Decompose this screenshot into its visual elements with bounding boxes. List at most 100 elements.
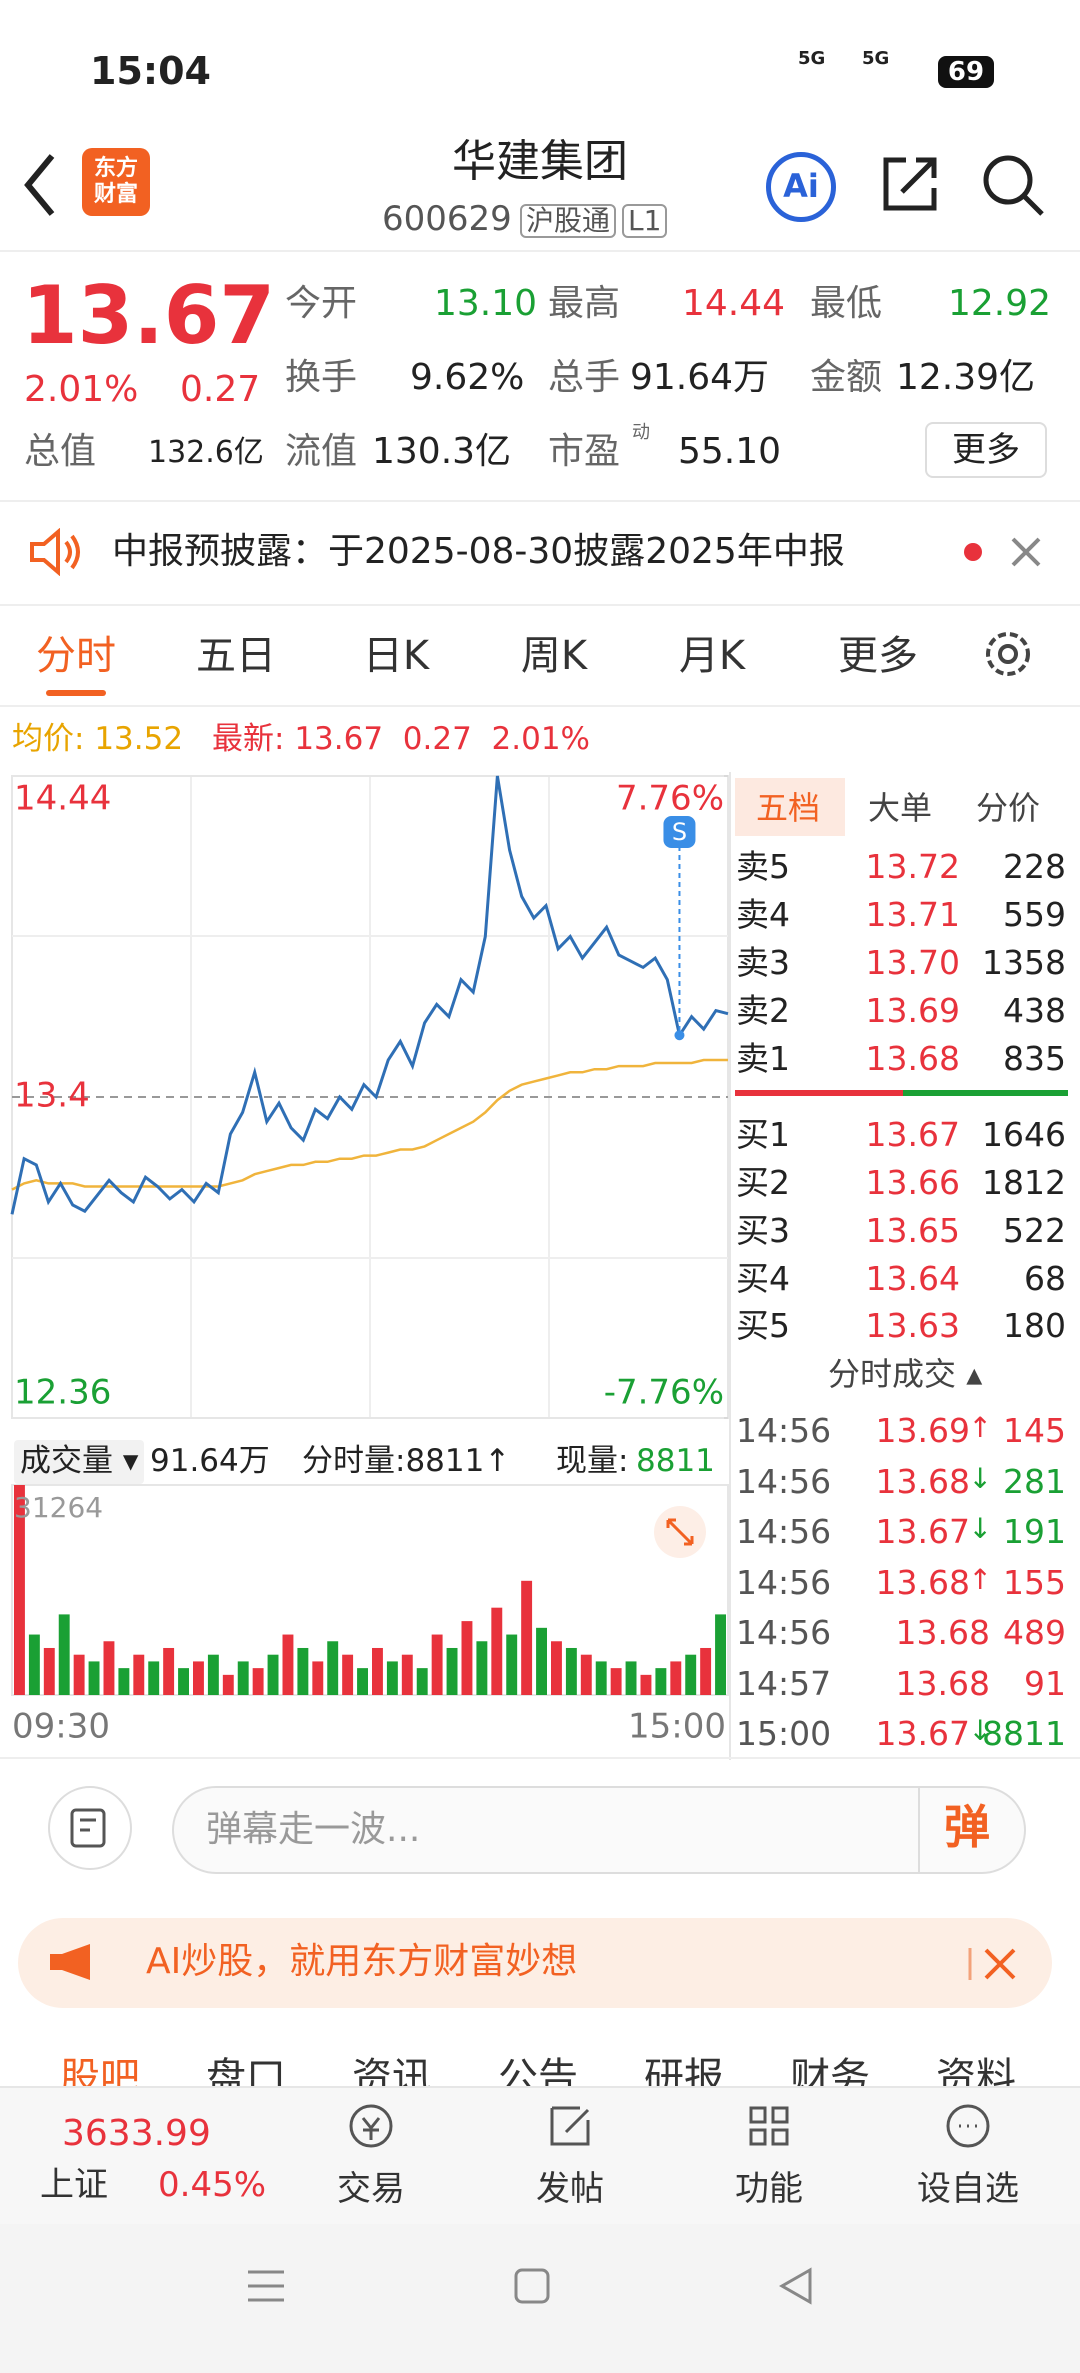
trade-direction: ↓ [968,1714,992,1747]
nav-label[interactable]: 设自选 [917,2169,1019,2209]
volume-bar [327,1641,339,1695]
trade-time: 14:56 [736,1512,832,1551]
book-label: 买3 [736,1211,790,1250]
more-button[interactable]: 更多 [925,422,1047,478]
field-value: 9.62% [410,357,525,398]
back-key[interactable] [776,2266,816,2306]
index-value[interactable]: 3633.99 [62,2113,211,2154]
volume-bar [222,1674,234,1695]
book-tab[interactable]: 五档 [755,789,820,827]
value: 13.67 [294,721,384,757]
section-tab[interactable]: 研报 [644,2055,724,2086]
volume-bar [595,1661,607,1695]
home-key[interactable] [512,2266,552,2306]
logo-text: 财富 [93,182,138,207]
volume-selector[interactable] [14,1440,144,1484]
volume-bar [565,1647,577,1695]
field-label: 最低 [810,283,883,324]
trade-volume: 281 [1003,1461,1066,1501]
close-banner[interactable] [968,1946,1018,1982]
value: 0.27 [402,721,472,757]
tab[interactable]: 五日 [196,633,276,679]
book-price: 13.64 [865,1259,960,1298]
volume-bar [252,1668,264,1695]
book-tab[interactable]: 分价 [975,789,1040,827]
ai-banner[interactable] [18,1918,1052,2008]
volume-bar [506,1634,518,1695]
tab[interactable]: 日K [362,633,430,679]
index-pct[interactable]: 0.45% [158,2165,267,2205]
section-tab[interactable]: 盘口 [206,2055,286,2086]
volume-bar [700,1647,712,1695]
field-label: 换手 [285,357,358,398]
tab[interactable]: 周K [520,633,588,679]
market-tag: 沪股通 [520,204,617,238]
nav-icon[interactable] [938,2096,998,2156]
book-volume: 438 [1003,991,1066,1030]
settings-button[interactable] [980,626,1036,682]
field-value: 55.10 [678,431,782,472]
volume-bar [446,1647,458,1695]
share-button[interactable] [878,152,942,216]
section-tab[interactable]: 股吧 [60,2055,140,2086]
book-volume: 180 [1003,1306,1066,1345]
trade-price: 13.67 [875,1714,970,1753]
book-tab[interactable]: 大单 [867,789,932,827]
divider [0,250,1080,252]
tab[interactable]: 更多 [838,633,918,679]
banner-text[interactable]: AI炒股，就用东方财富妙想 [146,1941,578,1982]
change: 0.27 [180,369,261,410]
comment-placeholder[interactable]: 弹幕走一波... [206,1809,421,1850]
back-button[interactable] [20,150,60,220]
book-price: 13.69 [865,991,960,1030]
volume-bar [536,1627,547,1695]
trade-time: 14:56 [736,1411,832,1450]
nav-label[interactable]: 交易 [337,2169,405,2209]
series-line [10,775,729,1215]
nav-icon[interactable] [540,2096,600,2156]
index-name[interactable]: 上证 [40,2165,108,2205]
trades-title[interactable]: 分时成交 ▴ [828,1355,983,1393]
divider [0,604,1080,606]
comment-settings[interactable] [48,1786,132,1870]
tab[interactable]: 月K [678,633,746,679]
volume-bar [416,1668,428,1695]
search-button[interactable] [980,152,1046,218]
trade-time: 14:57 [736,1663,832,1703]
volume-bar [178,1668,189,1695]
nav-label[interactable]: 功能 [735,2169,803,2209]
level-tag[interactable]: L1 [622,204,668,238]
section-tab[interactable]: 公告 [498,2055,578,2086]
y2-tick-label: 7.76% [616,779,724,819]
volume-bar [625,1661,637,1695]
nav-icon[interactable] [341,2096,401,2156]
menu-key[interactable] [246,2266,286,2306]
volume-bar [193,1661,204,1695]
ai-button[interactable]: Ai [766,152,836,222]
volume-bar [476,1641,488,1695]
notice-text[interactable]: 中报预披露：于2025-08-30披露2025年中报 [112,531,845,572]
chart-area: 14.44 13.4 12.36 7.76% -7.76% S 31264 09:30 15:0… [0,772,1080,1760]
section-tab[interactable]: 财务 [790,2055,870,2086]
trade-price: 13.68 [895,1663,990,1703]
section-tab[interactable]: 资讯 [352,2055,432,2086]
nav-icon[interactable] [739,2096,799,2156]
battery: 69 [938,56,994,88]
book-price: 13.70 [865,943,960,982]
book-label: 卖1 [736,1039,790,1078]
danmaku-button[interactable]: 弹 [944,1800,990,1854]
volume-label[interactable]: 成交量 ▾ [20,1443,139,1479]
field-value: 12.39亿 [896,357,1036,398]
section-tab[interactable]: 资料 [936,2055,1016,2086]
status-time: 15:04 [90,49,211,93]
tab[interactable]: 分时 [36,633,116,679]
stock-code: 600629 [382,199,512,239]
divider [0,500,1080,502]
nav-label[interactable]: 发帖 [536,2169,604,2209]
close-button[interactable] [1010,536,1042,568]
volume-bar [282,1634,294,1695]
comment-input[interactable] [172,1786,1026,1874]
field-label: 流值 [285,431,358,472]
